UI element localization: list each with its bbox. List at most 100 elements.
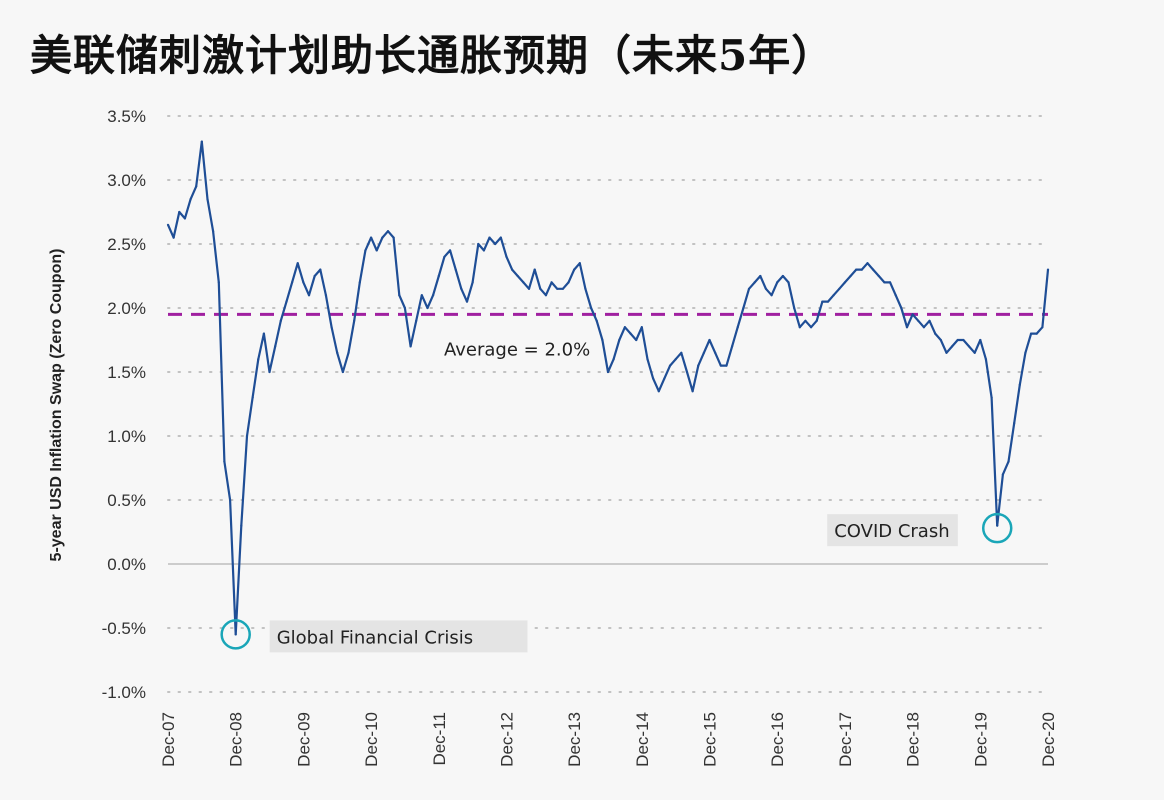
x-tick-label: Dec-08 <box>227 712 246 767</box>
data-point <box>268 370 271 374</box>
data-point <box>403 306 407 310</box>
data-point <box>409 345 412 348</box>
data-point <box>849 274 852 278</box>
data-point <box>499 236 502 239</box>
data-point <box>262 332 265 335</box>
data-point <box>843 281 847 284</box>
data-point <box>922 326 925 329</box>
data-point <box>183 217 187 220</box>
data-point <box>945 351 948 354</box>
data-point <box>821 300 824 303</box>
x-tick-label: Dec-07 <box>159 712 178 767</box>
data-point <box>1035 332 1038 335</box>
data-point <box>697 364 700 367</box>
data-point <box>753 281 756 284</box>
data-point <box>1007 460 1010 463</box>
data-point <box>330 326 333 329</box>
data-point <box>1018 383 1021 386</box>
data-point <box>369 236 373 239</box>
data-point <box>877 274 880 278</box>
data-point <box>386 230 390 233</box>
data-point <box>708 338 711 342</box>
x-tick-label: Dec-09 <box>294 712 313 767</box>
data-point <box>353 319 356 322</box>
annotations: Global Financial Crisis COVID Crash <box>220 512 1013 653</box>
data-point <box>364 249 367 252</box>
data-point <box>781 274 784 278</box>
data-point <box>793 306 796 310</box>
series-group <box>166 140 1050 636</box>
data-point <box>984 358 988 361</box>
y-axis-ticks: 3.5% 3.0% 2.5% 2.0% 1.5% 1.0% 0.5% 0.0% -0.5% -1.… <box>102 107 146 702</box>
annotation-box <box>269 620 528 653</box>
data-point <box>674 358 677 361</box>
data-point <box>426 306 429 310</box>
data-point <box>465 300 469 303</box>
data-point <box>279 319 282 322</box>
data-point <box>872 268 875 271</box>
data-point <box>415 319 418 322</box>
data-point <box>381 236 384 239</box>
data-point <box>1046 268 1050 271</box>
data-point <box>973 351 976 354</box>
data-point <box>787 281 790 284</box>
data-point <box>482 249 485 252</box>
data-point <box>516 274 519 278</box>
data-point <box>217 281 220 284</box>
data-point <box>324 294 328 297</box>
data-point <box>589 306 593 310</box>
data-point <box>731 345 734 348</box>
data-point <box>336 351 339 354</box>
data-point <box>917 319 920 322</box>
data-point <box>358 281 361 284</box>
x-axis-ticks: Dec-07 Dec-08 Dec-09 Dec-10 Dec-11 Dec-12 Dec-… <box>159 712 1058 767</box>
data-point <box>420 294 423 297</box>
data-point <box>652 377 655 380</box>
x-tick-label: Dec-19 <box>971 712 990 767</box>
data-point <box>573 268 576 271</box>
data-point <box>522 281 525 284</box>
data-point <box>291 281 294 284</box>
data-point <box>894 294 897 297</box>
y-tick-label: 3.0% <box>107 171 146 190</box>
x-tick-label: Dec-18 <box>904 712 923 767</box>
x-tick-label: Dec-11 <box>430 712 449 766</box>
data-point <box>770 294 773 297</box>
y-tick-label: 0.0% <box>107 555 146 574</box>
data-point <box>505 255 508 258</box>
average-label: Average = 2.0% <box>444 339 590 360</box>
data-point <box>691 390 694 393</box>
data-point <box>584 287 587 290</box>
data-point <box>539 287 542 290</box>
y-tick-label: 3.5% <box>107 107 146 126</box>
data-point <box>166 223 170 226</box>
data-point <box>601 338 604 342</box>
data-point <box>996 524 999 527</box>
data-point <box>838 287 841 290</box>
data-point <box>578 262 581 265</box>
data-point <box>511 268 514 271</box>
grid <box>167 115 1049 693</box>
data-point <box>759 274 762 278</box>
data-point <box>618 338 621 342</box>
data-point <box>437 274 440 278</box>
data-point <box>939 338 942 342</box>
data-point <box>245 434 249 438</box>
data-point <box>809 326 813 329</box>
data-point <box>905 326 909 329</box>
data-point <box>319 268 322 271</box>
y-tick-label: -1.0% <box>102 683 146 702</box>
data-point <box>640 326 643 329</box>
x-tick-label: Dec-17 <box>836 712 855 767</box>
data-point <box>178 210 181 214</box>
data-point <box>296 262 299 265</box>
data-point <box>448 249 452 252</box>
y-tick-label: 0.5% <box>107 491 146 510</box>
data-point <box>685 370 689 374</box>
x-tick-label: Dec-15 <box>701 712 720 767</box>
series-line <box>166 140 1050 636</box>
data-point <box>471 281 474 284</box>
data-point <box>228 498 232 502</box>
data-point <box>1001 473 1004 476</box>
